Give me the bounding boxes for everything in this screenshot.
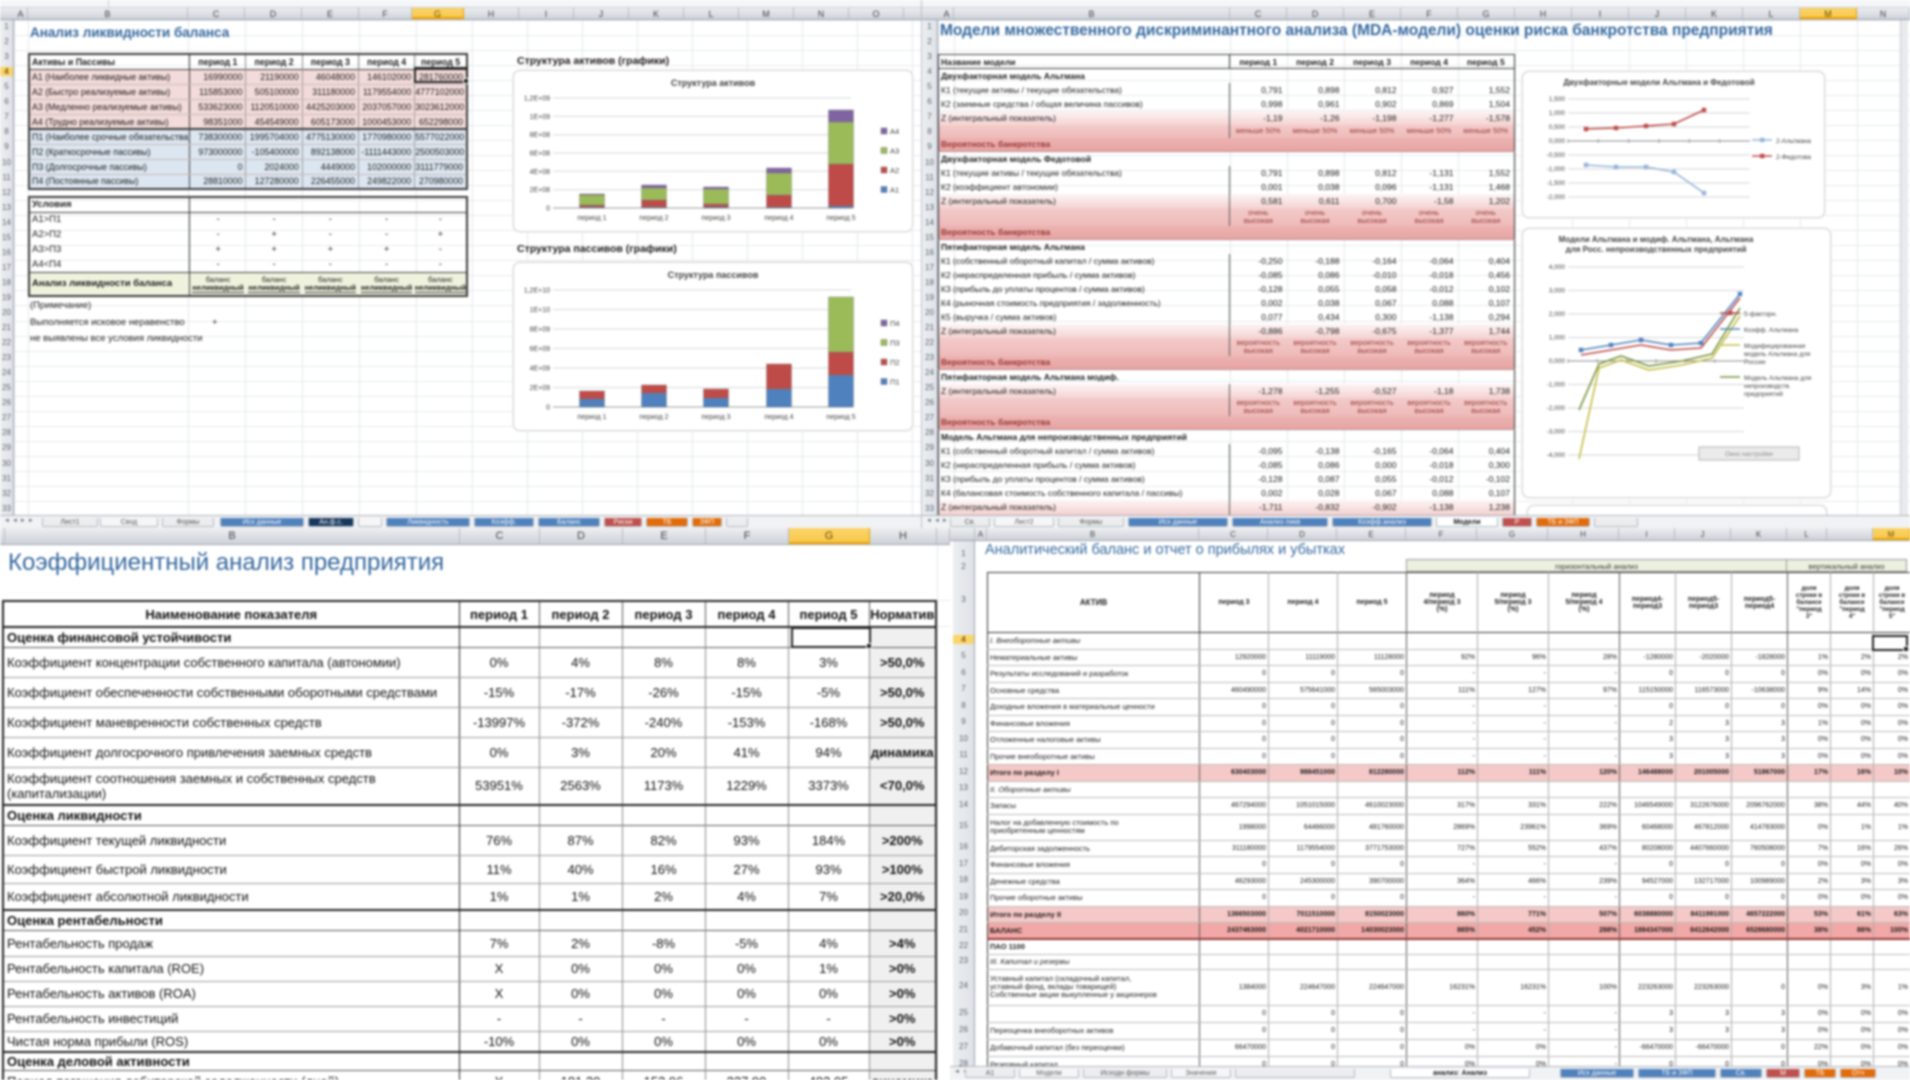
svg-text:для Росс. непроизводственных п: для Росс. непроизводственных предприятий (1566, 245, 1747, 254)
svg-text:0: 0 (546, 206, 550, 213)
svg-text:предприятий: предприятий (1744, 390, 1783, 398)
svg-text:А4: А4 (890, 127, 899, 136)
svg-text:П4: П4 (890, 319, 900, 328)
svg-text:П1: П1 (890, 378, 900, 387)
svg-text:2,000: 2,000 (1549, 311, 1566, 318)
svg-text:период 4: период 4 (764, 414, 793, 421)
svg-text:Модели Альтмана и модиф. Альтм: Модели Альтмана и модиф. Альтмана, Альтм… (1559, 235, 1754, 244)
svg-text:период 3: период 3 (701, 414, 730, 421)
svg-text:4E+08: 4E+08 (530, 169, 551, 176)
svg-text:0,000: 0,000 (1549, 138, 1566, 145)
svg-text:0: 0 (546, 405, 550, 412)
svg-text:Модифицированная: Модифицированная (1744, 343, 1806, 350)
svg-text:2-Федотова: 2-Федотова (1776, 154, 1811, 161)
svg-text:0,000: 0,000 (1549, 358, 1566, 365)
svg-text:П2: П2 (890, 358, 900, 367)
svg-text:2E+09: 2E+09 (530, 385, 551, 392)
svg-text:1,000: 1,000 (1549, 335, 1566, 342)
svg-text:-1,000: -1,000 (1547, 166, 1566, 173)
svg-text:период 2: период 2 (639, 215, 668, 222)
svg-text:6E+09: 6E+09 (530, 346, 551, 353)
svg-text:3,000: 3,000 (1549, 288, 1566, 295)
svg-text:-1,500: -1,500 (1547, 180, 1566, 187)
svg-text:непроизводств.: непроизводств. (1744, 383, 1791, 390)
svg-text:4,000: 4,000 (1549, 264, 1566, 271)
svg-text:период 2: период 2 (639, 414, 668, 421)
svg-text:Структура пассивов: Структура пассивов (668, 270, 759, 280)
svg-text:6E+08: 6E+08 (530, 151, 551, 158)
svg-text:Структура активов: Структура активов (671, 78, 756, 88)
svg-text:Модель Альтмана для: Модель Альтмана для (1744, 375, 1812, 382)
svg-text:2E+08: 2E+08 (530, 187, 551, 194)
svg-text:модель Альтмана для: модель Альтмана для (1744, 351, 1811, 358)
svg-text:период 1: период 1 (577, 215, 606, 222)
svg-text:1E+09: 1E+09 (530, 114, 551, 121)
svg-text:Двухфакторные модели Альтмана: Двухфакторные модели Альтмана и Федотово… (1563, 78, 1754, 87)
svg-text:1E+10: 1E+10 (530, 307, 551, 314)
svg-text:П3: П3 (890, 339, 900, 348)
svg-text:-3,000: -3,000 (1547, 429, 1566, 436)
svg-text:А2: А2 (890, 166, 899, 175)
svg-text:5-факторн.: 5-факторн. (1744, 311, 1777, 318)
svg-text:8E+08: 8E+08 (530, 132, 551, 139)
svg-text:России: России (1744, 359, 1766, 366)
svg-text:период 5: период 5 (826, 414, 855, 421)
svg-text:-0,500: -0,500 (1547, 152, 1566, 159)
svg-text:0,500: 0,500 (1549, 124, 1566, 131)
svg-text:8E+09: 8E+09 (530, 327, 551, 334)
svg-text:2-Альтмана: 2-Альтмана (1776, 138, 1811, 145)
svg-text:1,2E+09: 1,2E+09 (524, 96, 550, 103)
svg-text:-2,000: -2,000 (1547, 194, 1566, 201)
svg-text:1,000: 1,000 (1549, 110, 1566, 117)
svg-text:4E+09: 4E+09 (530, 366, 551, 373)
svg-text:А3: А3 (890, 147, 899, 156)
svg-text:-2,000: -2,000 (1547, 405, 1566, 412)
svg-text:-1,000: -1,000 (1547, 382, 1566, 389)
svg-text:период 1: период 1 (577, 414, 606, 421)
svg-text:период 3: период 3 (701, 215, 730, 222)
svg-text:Окно настройки: Окно настройки (1725, 450, 1773, 458)
svg-text:период 4: период 4 (764, 215, 793, 222)
svg-text:период 5: период 5 (826, 215, 855, 222)
svg-text:А1: А1 (890, 186, 899, 195)
svg-text:1,500: 1,500 (1549, 96, 1566, 103)
svg-text:Коэфф. Альтмана: Коэфф. Альтмана (1744, 327, 1799, 334)
svg-text:-4,000: -4,000 (1547, 452, 1566, 459)
svg-text:1,2E+10: 1,2E+10 (524, 288, 550, 295)
